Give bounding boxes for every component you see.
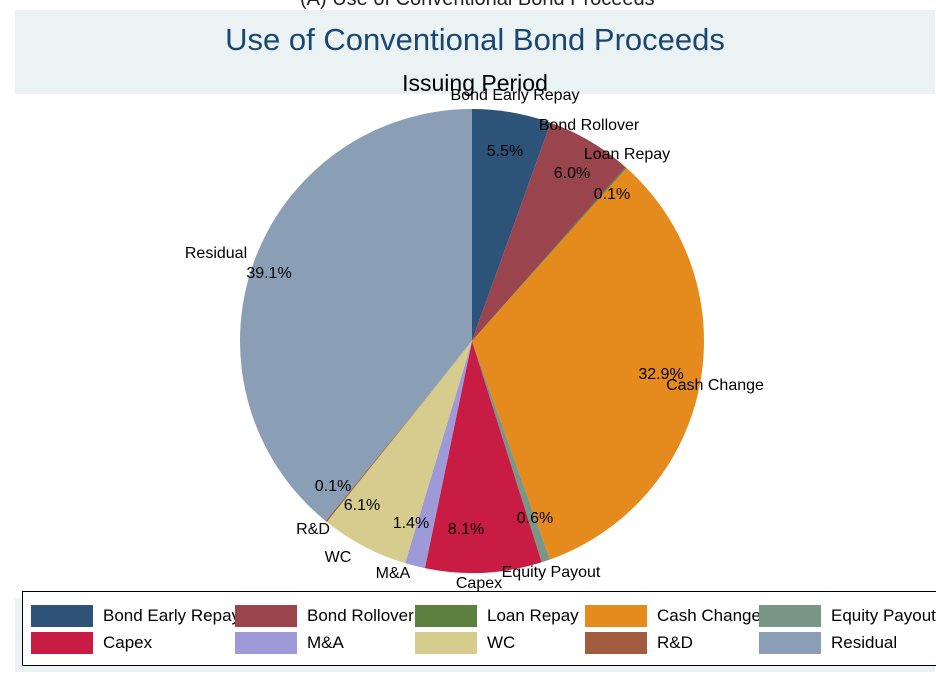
- pie-slice: [472, 341, 550, 563]
- legend-label: Residual: [831, 632, 898, 652]
- figure-caption-cut: (A) Use of Conventional Bond Proceeds: [0, 0, 936, 12]
- slice-name-label: R&D: [296, 521, 330, 538]
- slice-name-label: Capex: [456, 575, 502, 592]
- legend-item: R&D: [585, 630, 693, 655]
- pie-slice: [472, 168, 705, 560]
- legend-item: Bond Early Repay: [31, 603, 240, 628]
- slice-name-label: Equity Payout: [502, 564, 601, 581]
- slice-name-label: Residual: [185, 245, 247, 262]
- legend-label: Bond Early Repay: [103, 605, 241, 625]
- chart-title: Use of Conventional Bond Proceeds: [225, 22, 725, 57]
- pie-slice: [472, 167, 627, 341]
- slice-name-label: Bond Rollover: [539, 117, 640, 134]
- slice-value-label: 5.5%: [487, 143, 523, 160]
- pie-slice: [472, 122, 626, 342]
- pie-slice: [424, 341, 542, 574]
- legend-swatch: [31, 631, 93, 654]
- pie-slice: [405, 341, 472, 569]
- slice-value-label: 0.6%: [517, 510, 553, 527]
- slice-name-label: Cash Change: [666, 377, 764, 394]
- legend-label: Loan Repay: [487, 605, 579, 625]
- legend-label: WC: [487, 632, 516, 652]
- slice-name-label: M&A: [376, 565, 411, 582]
- legend-label: Capex: [103, 632, 153, 652]
- legend-swatch: [31, 604, 93, 627]
- figure-caption: (A) Use of Conventional Bond Proceeds: [300, 0, 655, 11]
- slice-value-label: 0.1%: [594, 186, 630, 203]
- legend-swatch: [585, 604, 647, 627]
- legend-item: Cash Change: [585, 603, 761, 628]
- legend-swatch: [759, 604, 821, 627]
- legend-item: Equity Payout: [759, 603, 936, 628]
- slice-value-label: 8.1%: [448, 521, 484, 538]
- legend-swatch: [415, 604, 477, 627]
- legend-item: Loan Repay: [415, 603, 579, 628]
- legend-item: M&A: [235, 630, 344, 655]
- pie-slice: [325, 341, 472, 522]
- chart-frame: Use of Conventional Bond Proceeds Issuin…: [15, 10, 935, 672]
- slice-value-label: 32.9%: [638, 366, 683, 383]
- legend-label: Bond Rollover: [307, 605, 414, 625]
- slice-value-label: 6.0%: [554, 165, 590, 182]
- slice-value-label: 1.4%: [393, 515, 429, 532]
- slice-value-label: 6.1%: [344, 497, 380, 514]
- legend-swatch: [235, 631, 297, 654]
- legend-label: Equity Payout: [831, 605, 936, 625]
- slice-value-label: 0.1%: [315, 478, 351, 495]
- legend-item: Bond Rollover: [235, 603, 414, 628]
- legend-swatch: [585, 631, 647, 654]
- legend-swatch: [415, 631, 477, 654]
- chart-legend: Bond Early Repay Bond Rollover Loan Repay C…: [22, 591, 936, 666]
- slice-name-label: WC: [325, 549, 352, 566]
- slice-value-label: 39.1%: [246, 265, 291, 282]
- legend-item: Residual: [759, 630, 897, 655]
- slice-name-label: Bond Early Repay: [451, 87, 580, 104]
- legend-item: WC: [415, 630, 515, 655]
- pie-slice: [326, 341, 472, 564]
- pie-slice: [239, 109, 472, 522]
- legend-label: Cash Change: [657, 605, 761, 625]
- legend-label: M&A: [307, 632, 344, 652]
- chart-subtitle: Issuing Period: [402, 70, 548, 96]
- legend-label: R&D: [657, 632, 693, 652]
- pie-slice: [472, 109, 551, 341]
- legend-item: Capex: [31, 630, 152, 655]
- pie-chart: 5.5% Bond Early Repay 6.0% Bond Rollover 0.1…: [185, 87, 764, 592]
- slice-name-label: Loan Repay: [584, 146, 670, 163]
- legend-swatch: [235, 604, 297, 627]
- legend-swatch: [759, 631, 821, 654]
